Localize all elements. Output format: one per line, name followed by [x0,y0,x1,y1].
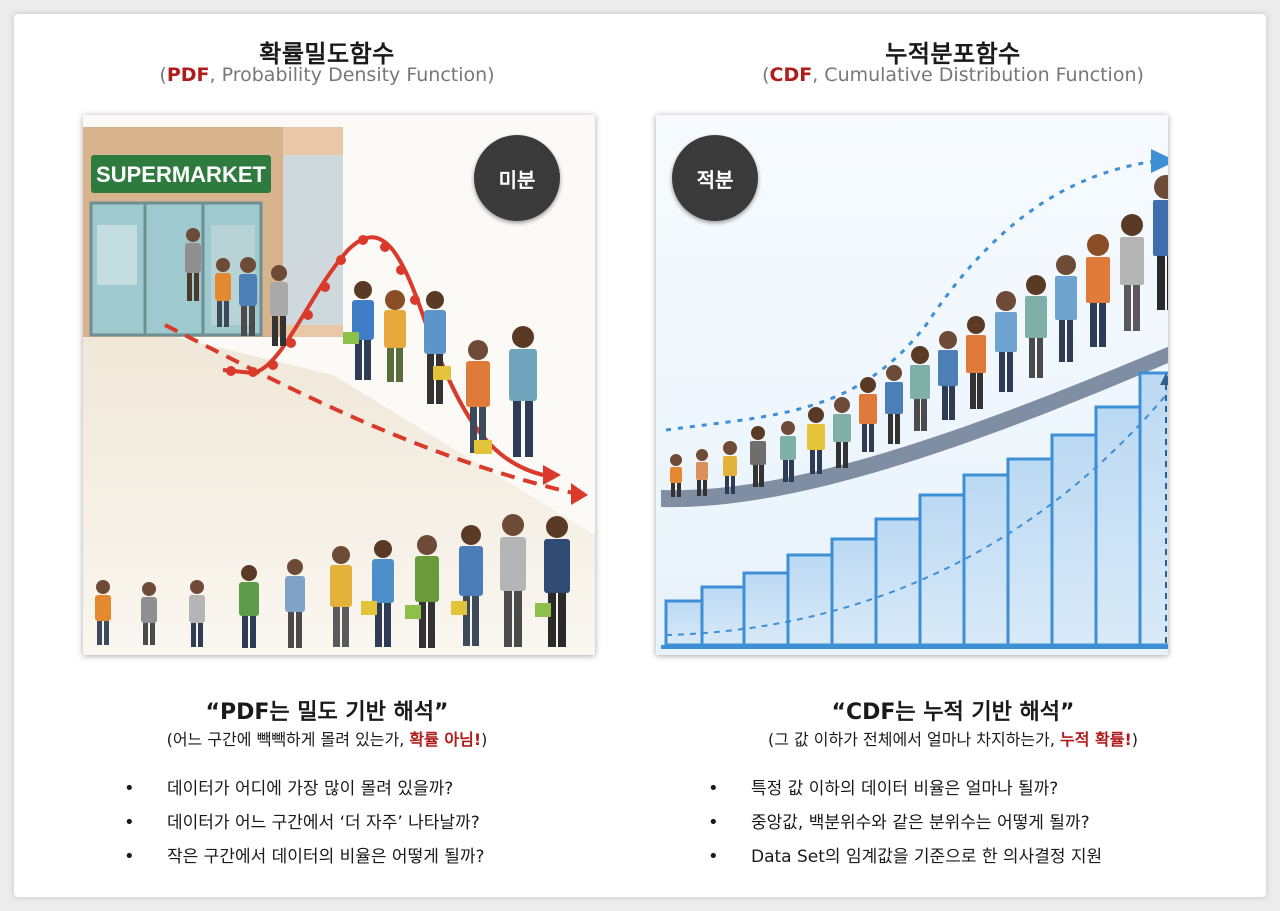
list-item: • 작은 구간에서 데이터의 비율은 어떻게 될까? [14,844,640,878]
pdf-note-close: ) [481,730,488,749]
pdf-title: 확률밀도함수 [259,40,395,68]
pdf-curve-markers [226,235,420,377]
cdf-column: 누적분포함수 (CDF, Cumulative Distribution Fun… [640,14,1266,897]
pdf-column: 확률밀도함수 (PDF, Probability Density Functio… [14,14,640,897]
cdf-note-close: ) [1131,730,1139,749]
cdf-note-text: (그 값 이하가 전체에서 얼마나 차지하는가, [767,730,1061,749]
list-item: • 중앙값, 백분위수와 같은 분위수는 어떻게 될까? [640,810,1266,844]
queue-line-arrow [571,483,588,505]
bottom-queue-people [95,514,570,648]
cdf-note-highlight: 누적 확률! [1060,730,1132,749]
cdf-bullet-list: • 특정 값 이하의 데이터 비율은 얼마나 될까? • 중앙값, 백분위수와 같은… [640,776,1266,878]
cdf-curve [665,159,1157,432]
queue-dashed-line [164,323,574,495]
cdf-dashed-trend [665,390,1168,636]
upper-queue-people [185,228,537,457]
pdf-quote: “PDF는 밀도 기반 해석” [205,700,449,725]
supermarket-sign: SUPERMARKET [96,162,266,187]
bullet-text: 데이터가 어느 구간에서 ‘더 자주’ 나타날까? [167,813,480,833]
bullet-dot: • [124,778,135,799]
bullet-text: 중앙값, 백분위수와 같은 분위수는 어떻게 될까? [751,813,1090,833]
cdf-note: (그 값 이하가 전체에서 얼마나 차지하는가, 누적 확률!) [640,726,1266,750]
bullet-text: 데이터가 어디에 가장 많이 몰려 있을까? [167,779,454,799]
bullet-dot: • [124,846,135,867]
pdf-differentiation-badge: 미분 [474,135,560,221]
bullet-text: 작은 구간에서 데이터의 비율은 어떻게 될까? [167,847,485,867]
pdf-subtitle-open: ( [159,64,167,86]
cdf-illustration: 적분 [656,115,1168,655]
cdf-platform [661,346,1168,508]
pdf-note-text: (어느 구간에 빽빽하게 몰려 있는가, [166,730,410,749]
list-item: • 데이터가 어디에 가장 많이 몰려 있을까? [14,776,640,810]
list-item: • Data Set의 임계값을 기준으로 한 의사결정 지원 [640,844,1266,878]
bullet-dot: • [124,812,135,833]
cdf-marker-arrow [1160,373,1168,385]
cdf-subtitle-rest: , Cumulative Distribution Function) [812,64,1144,86]
bullet-dot: • [708,812,719,833]
bullet-text: 특정 값 이하의 데이터 비율은 얼마나 될까? [751,779,1059,799]
cdf-integration-badge: 적분 [672,135,758,221]
cdf-queue-people [670,175,1168,497]
pdf-note-highlight: 확률 아님! [409,730,482,749]
cdf-subtitle-open: ( [762,64,770,86]
cdf-acronym: CDF [769,64,813,86]
pdf-illustration: SUPERMARKET [83,115,595,655]
list-item: • 특정 값 이하의 데이터 비율은 얼마나 될까? [640,776,1266,810]
bullet-text: Data Set의 임계값을 기준으로 한 의사결정 지원 [751,847,1103,867]
bullet-dot: • [708,778,719,799]
bullet-dot: • [708,846,719,867]
list-item: • 데이터가 어느 구간에서 ‘더 자주’ 나타날까? [14,810,640,844]
pdf-note: (어느 구간에 빽빽하게 몰려 있는가, 확률 아님!) [14,726,640,750]
cdf-title: 누적분포함수 [885,40,1021,68]
cdf-curve-arrow [1151,149,1168,173]
supermarket-building: SUPERMARKET [83,127,343,337]
pdf-acronym: PDF [166,64,210,86]
cdf-subtitle: (CDF, Cumulative Distribution Function) [640,64,1266,86]
pdf-subtitle: (PDF, Probability Density Function) [14,64,640,86]
pdf-bullet-list: • 데이터가 어디에 가장 많이 몰려 있을까? • 데이터가 어느 구간에서 ‘더… [14,776,640,878]
pdf-subtitle-rest: , Probability Density Function) [209,64,495,86]
pdf-curve-arrow [543,465,561,485]
infographic-card: 확률밀도함수 (PDF, Probability Density Functio… [14,14,1266,897]
cdf-quote: “CDF는 누적 기반 해석” [831,700,1075,725]
